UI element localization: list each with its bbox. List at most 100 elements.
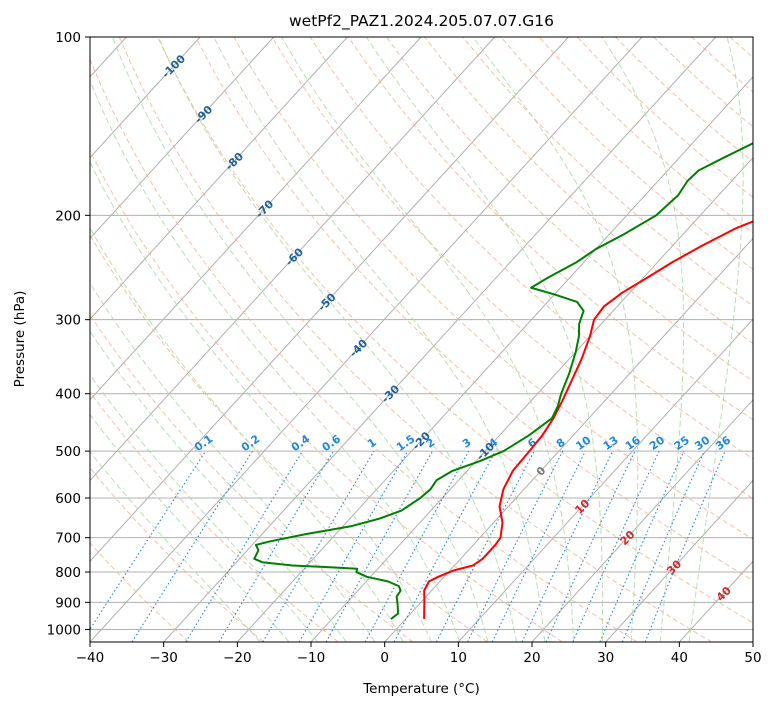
temperature-profile-line — [423, 220, 753, 619]
dry-adiabat-line — [538, 37, 753, 234]
plot-frame — [89, 36, 754, 643]
dry-adiabat-line — [729, 37, 753, 59]
dry-adiabat-line — [653, 37, 753, 128]
moist-adiabat-line — [111, 37, 489, 642]
dry-adiabat-line — [90, 58, 638, 642]
mixing-ratio-label: 30 — [692, 433, 712, 453]
dry-adiabat-line — [462, 37, 753, 307]
moist-adiabat-line — [90, 161, 432, 642]
isotherm-line — [457, 318, 753, 642]
mixing-ratio-line — [467, 450, 564, 642]
x-tick-label: −40 — [76, 650, 105, 666]
moist-adiabat-line — [90, 330, 347, 642]
mixing-ratio-line — [364, 450, 470, 642]
mixing-ratio-line — [218, 450, 334, 642]
mixing-ratio-line — [262, 450, 375, 642]
y-tick-label: 1000 — [47, 622, 81, 638]
mixing-ratio-line — [185, 450, 304, 642]
isotherm-line — [90, 37, 569, 563]
isotherm-line — [163, 37, 717, 642]
mixing-ratio-line — [491, 450, 586, 642]
x-tick-label: −10 — [297, 650, 326, 666]
moist-adiabat-line — [90, 413, 290, 642]
dry-adiabat-line — [90, 467, 264, 642]
dry-adiabat-line — [576, 37, 753, 198]
mixing-ratio-label: 3 — [460, 436, 474, 451]
x-tick-label: 10 — [450, 650, 467, 666]
mixing-ratio-line — [90, 450, 207, 631]
mixing-ratio-line — [131, 450, 254, 642]
moist-adiabat-line — [213, 37, 546, 642]
moist-adiabat-line — [90, 450, 261, 642]
dry-adiabat-line — [615, 37, 753, 163]
dewpoint-profile-line — [253, 142, 753, 620]
x-axis-label: Temperature (°C) — [362, 681, 480, 697]
isotherm-line — [384, 237, 753, 642]
isotherm-line — [236, 76, 753, 642]
mixing-ratio-line — [325, 450, 434, 642]
isotherm-label: -100 — [159, 52, 188, 81]
isotherm-line — [90, 37, 348, 320]
mixing-ratio-label: 13 — [601, 434, 621, 453]
isotherm-line — [605, 479, 753, 642]
y-tick-label: 600 — [55, 491, 81, 507]
dry-adiabat-line — [90, 391, 339, 642]
dry-adiabat-line — [157, 37, 753, 624]
dry-adiabat-line — [195, 37, 753, 582]
dry-adiabat-line — [233, 37, 753, 540]
moist-adiabat-line — [281, 37, 575, 642]
y-tick-label: 300 — [55, 313, 81, 329]
dry-adiabat-line — [386, 37, 753, 382]
x-tick-label: −20 — [223, 650, 252, 666]
dry-adiabat-line — [309, 37, 753, 460]
isotherm-line — [90, 37, 422, 401]
x-tick-label: 30 — [597, 650, 614, 666]
mixing-ratio-line — [599, 450, 685, 642]
moist-adiabat-line — [157, 37, 517, 642]
chart-title: wetPf2_PAZ1.2024.205.07.07.G16 — [289, 12, 554, 31]
mixing-ratio-line — [572, 450, 660, 642]
mixing-ratio-line — [644, 450, 726, 642]
x-tick-label: −30 — [149, 650, 178, 666]
moist-adiabat-line — [90, 374, 319, 642]
mixing-ratio-line — [545, 450, 636, 642]
dry-adiabat-line — [90, 149, 563, 642]
moist-adiabat-line — [601, 37, 685, 642]
moist-adiabat-line — [90, 226, 404, 642]
mixing-ratio-label: 20 — [647, 433, 667, 453]
mixing-ratio-label: 25 — [672, 433, 692, 452]
isotherm-line — [90, 37, 201, 159]
moist-adiabat-line — [688, 37, 744, 642]
moist-adiabat-line — [90, 79, 461, 642]
y-tick-label: 400 — [55, 387, 81, 403]
axes: −40 −30 −20 −10 0 10 20 30 40 50 100 200 300 400 500 60… — [47, 30, 762, 666]
moist-adiabat-line — [472, 37, 639, 642]
mixing-ratio-label: 10 — [573, 433, 593, 453]
isotherm-line — [752, 641, 753, 642]
isotherm-line — [531, 399, 753, 642]
y-tick-label: 800 — [55, 565, 81, 581]
mixing-ratio-line — [621, 450, 705, 642]
x-tick-label: 50 — [744, 650, 761, 666]
background-lines — [90, 37, 753, 642]
y-tick-label: 500 — [55, 444, 81, 460]
mixing-ratio-line — [393, 450, 496, 642]
isotherm-line — [90, 37, 496, 482]
profile-lines — [253, 142, 753, 620]
isotherm-line — [90, 37, 275, 240]
y-tick-label: 900 — [55, 595, 81, 611]
y-tick-label: 100 — [55, 30, 81, 46]
y-axis-label: Pressure (hPa) — [12, 291, 28, 388]
dry-adiabat-line — [90, 542, 190, 642]
mixing-ratio-label: 1 — [365, 436, 379, 451]
x-tick-label: 0 — [380, 650, 389, 666]
dry-adiabat-line — [118, 37, 712, 642]
isotherm-line — [90, 37, 643, 642]
dry-adiabat-line — [424, 37, 753, 344]
dry-adiabat-line — [691, 37, 753, 93]
dry-adiabat-line — [271, 37, 753, 500]
x-tick-label: 20 — [523, 650, 540, 666]
mixing-ratio-label: 16 — [623, 433, 643, 453]
y-tick-label: 200 — [55, 208, 81, 224]
